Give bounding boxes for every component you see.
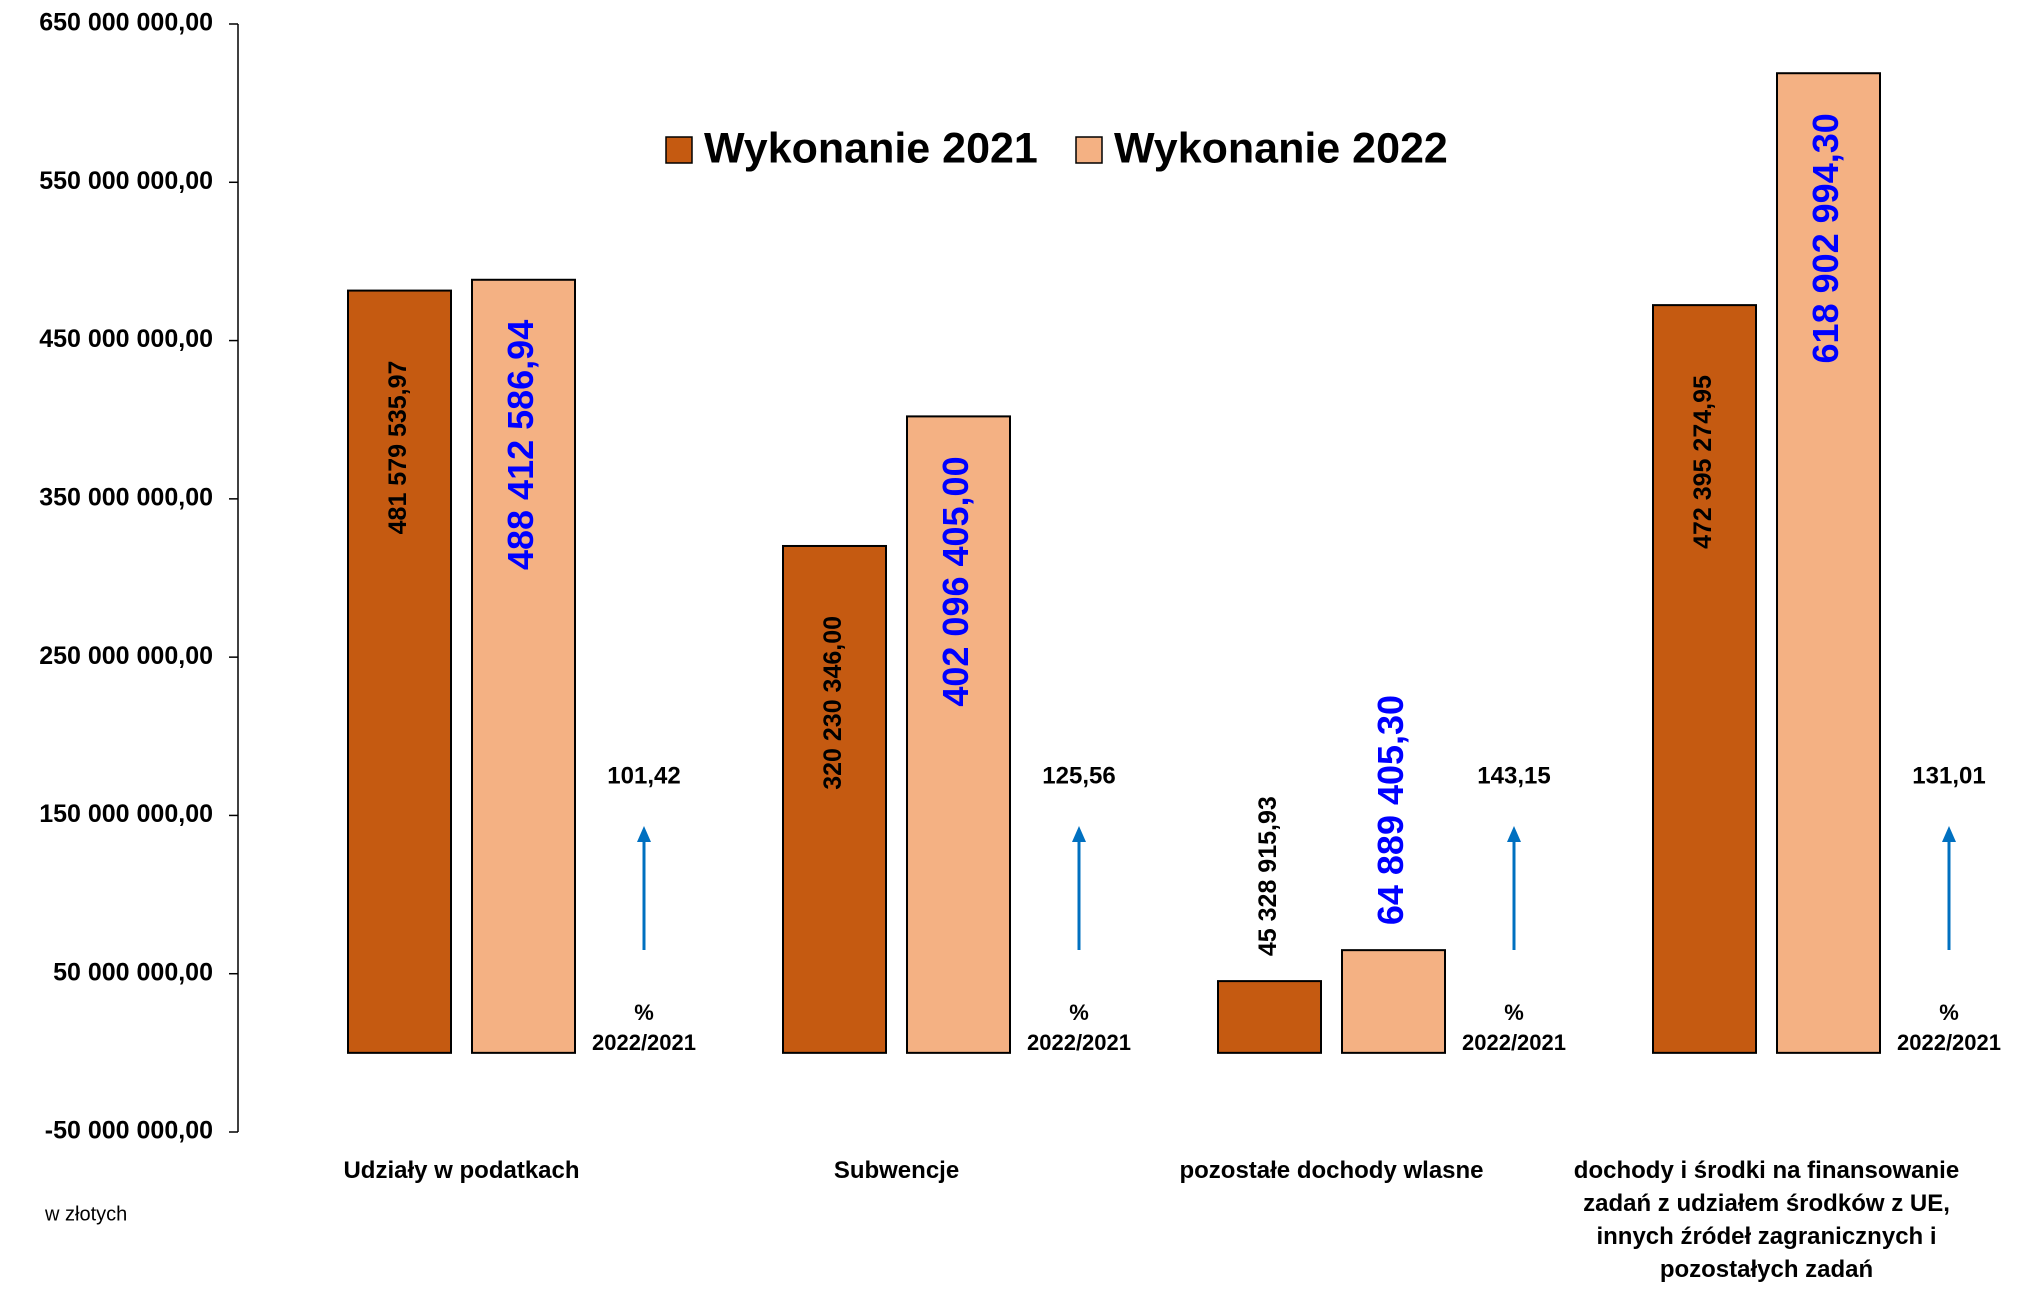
bar bbox=[471, 278, 576, 1054]
value-label: 481 579 535,97 bbox=[384, 361, 412, 535]
arrow-head bbox=[1942, 826, 1956, 842]
ratio-caption: 2022/2021 bbox=[1897, 1030, 2001, 1055]
legend-label: Wykonanie 2022 bbox=[1114, 124, 1448, 172]
y-tick-label: 150 000 000,00 bbox=[39, 800, 213, 828]
value-label: 472 395 274,95 bbox=[1689, 375, 1717, 549]
ratio-caption: 2022/2021 bbox=[1462, 1030, 1566, 1055]
ratio-caption: % bbox=[1069, 1000, 1089, 1025]
bar bbox=[1652, 304, 1757, 1054]
y-tick-label: 250 000 000,00 bbox=[39, 642, 213, 670]
ratio-label: 101,42 bbox=[607, 762, 680, 789]
ratio-label: 131,01 bbox=[1912, 762, 1985, 789]
bar bbox=[347, 289, 452, 1054]
bar bbox=[782, 544, 887, 1054]
legend-swatch bbox=[665, 136, 693, 164]
x-tick-label: pozostałe dochody wlasne bbox=[1179, 1157, 1484, 1184]
value-label: 320 230 346,00 bbox=[819, 616, 847, 790]
arrow-head bbox=[1507, 826, 1521, 842]
bar bbox=[1217, 980, 1322, 1054]
bar bbox=[906, 415, 1011, 1054]
ratio-label: 125,56 bbox=[1042, 762, 1115, 789]
value-label: 64 889 405,30 bbox=[1370, 695, 1411, 925]
y-tick-label: 50 000 000,00 bbox=[53, 958, 213, 986]
x-tick-label: dochody i środki na finansowanie zadań z… bbox=[1573, 1157, 1960, 1283]
x-tick-label: Udziały w podatkach bbox=[343, 1157, 580, 1184]
ratio-caption: % bbox=[1939, 1000, 1959, 1025]
ratio-caption: % bbox=[1504, 1000, 1524, 1025]
y-tick-label: 550 000 000,00 bbox=[39, 167, 213, 195]
arrow-head bbox=[637, 826, 651, 842]
y-tick-label: 650 000 000,00 bbox=[39, 9, 213, 37]
ratio-caption: % bbox=[634, 1000, 654, 1025]
legend-label: Wykonanie 2021 bbox=[704, 124, 1038, 172]
value-label: 45 328 915,93 bbox=[1254, 796, 1282, 956]
y-tick-label: -50 000 000,00 bbox=[45, 1117, 213, 1145]
value-label: 618 902 994,30 bbox=[1805, 113, 1846, 363]
legend-swatch bbox=[1075, 136, 1103, 164]
value-label: 488 412 586,94 bbox=[500, 320, 541, 570]
ratio-label: 143,15 bbox=[1477, 762, 1550, 789]
y-tick-label: 450 000 000,00 bbox=[39, 325, 213, 353]
bar bbox=[1776, 72, 1881, 1054]
value-label: 402 096 405,00 bbox=[935, 456, 976, 706]
bar bbox=[1341, 949, 1446, 1054]
arrow-head bbox=[1072, 826, 1086, 842]
unit-note: w złotych bbox=[44, 1203, 127, 1225]
y-tick-label: 350 000 000,00 bbox=[39, 483, 213, 511]
ratio-caption: 2022/2021 bbox=[592, 1030, 696, 1055]
ratio-caption: 2022/2021 bbox=[1027, 1030, 1131, 1055]
x-tick-label: Subwencje bbox=[833, 1157, 960, 1184]
